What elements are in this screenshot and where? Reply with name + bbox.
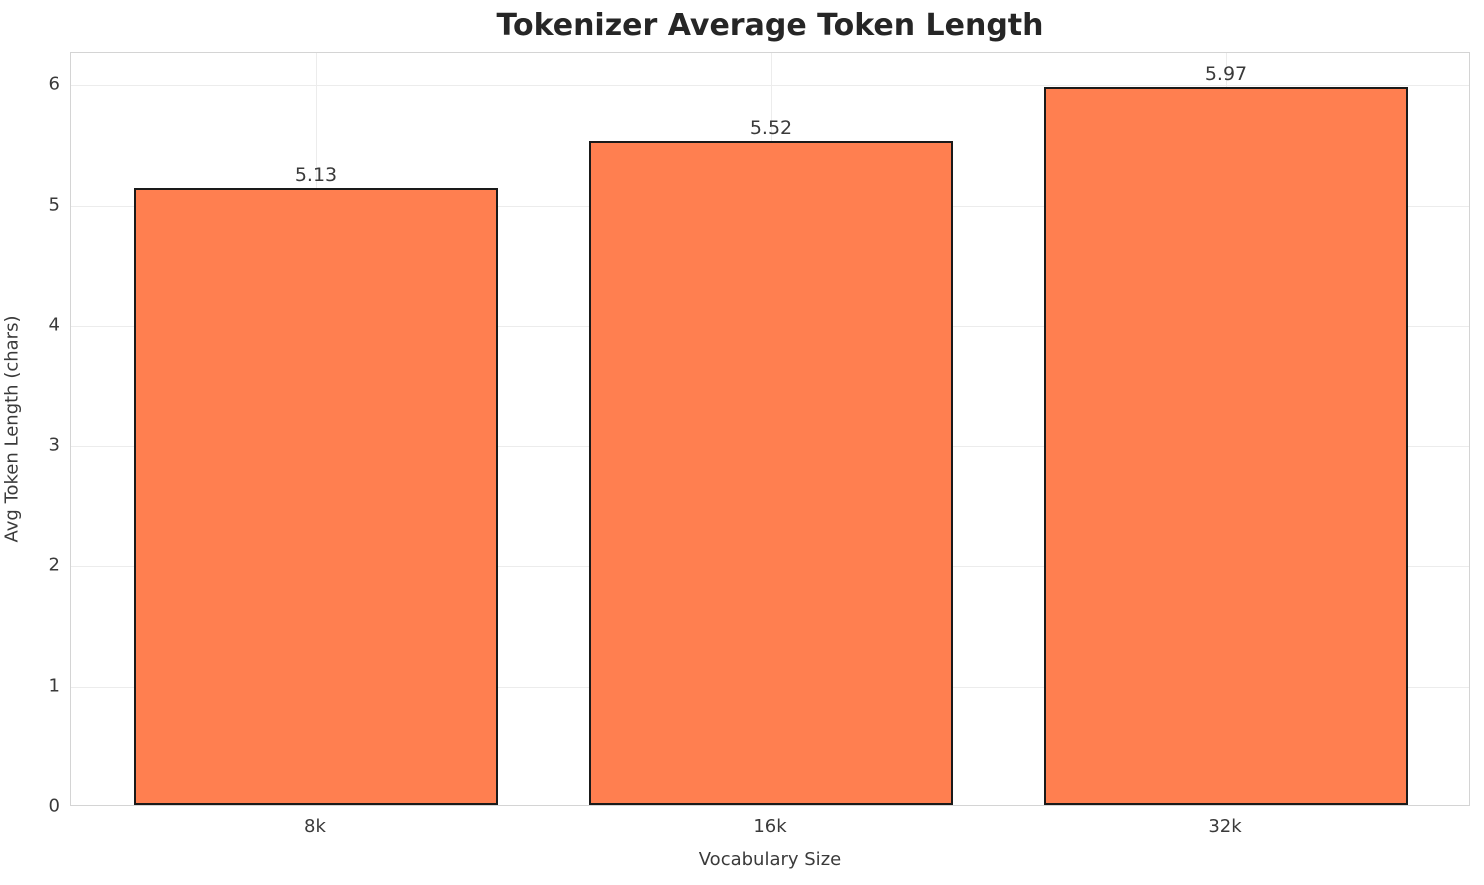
bar-value-label: 5.97 bbox=[1204, 63, 1248, 86]
y-tick-label: 2 bbox=[48, 554, 60, 576]
x-axis-label: Vocabulary Size bbox=[698, 849, 842, 870]
bar-8k bbox=[134, 188, 498, 805]
gridline-h bbox=[71, 85, 1469, 87]
y-tick-label: 6 bbox=[48, 73, 60, 95]
bar-32k bbox=[1044, 87, 1408, 805]
x-tick-label: 32k bbox=[1208, 816, 1242, 837]
y-tick-label: 3 bbox=[48, 434, 60, 456]
y-tick-label: 5 bbox=[48, 194, 60, 216]
y-axis-label: Avg Token Length (chars) bbox=[1, 315, 23, 543]
y-tick-label: 4 bbox=[48, 314, 60, 336]
y-tick-label: 1 bbox=[48, 675, 60, 697]
y-tick-label: 0 bbox=[48, 795, 60, 817]
x-tick-label: 16k bbox=[753, 816, 787, 837]
bar-value-label: 5.52 bbox=[749, 117, 793, 140]
plot-area: 5.13 5.52 5.97 bbox=[70, 52, 1470, 806]
bar-16k bbox=[589, 141, 953, 805]
x-tick-label: 8k bbox=[304, 816, 326, 837]
chart-title: Tokenizer Average Token Length bbox=[496, 8, 1044, 43]
bar-value-label: 5.13 bbox=[294, 164, 338, 187]
